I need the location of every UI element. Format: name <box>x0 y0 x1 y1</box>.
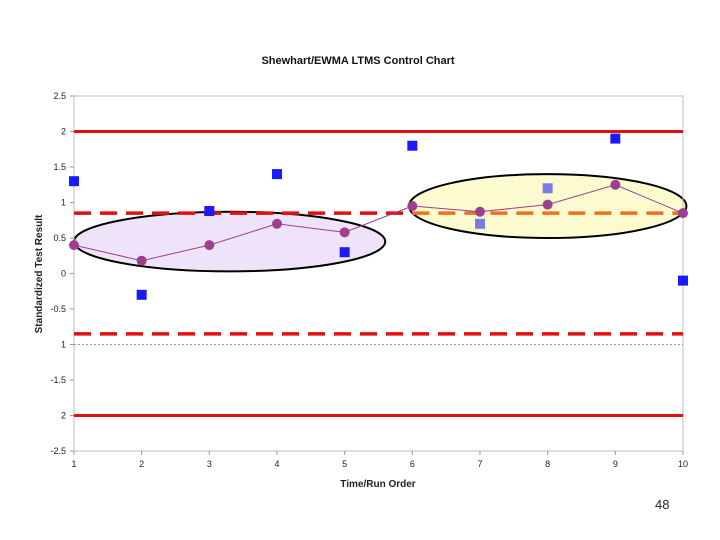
result-point-6 <box>407 140 418 151</box>
result-point-4 <box>272 169 282 180</box>
ewma-point-4 <box>272 218 282 229</box>
x-tick-label: 10 <box>678 459 688 469</box>
y-tick-label: 0 <box>61 269 66 279</box>
x-axis-title: Time/Run Order <box>340 479 415 490</box>
x-tick-label: 6 <box>410 459 415 469</box>
ewma-point-7 <box>475 206 485 217</box>
x-tick-label: 8 <box>545 459 550 469</box>
result-point-8 <box>542 183 553 194</box>
result-point-5 <box>339 247 350 258</box>
page-number: 48 <box>655 497 670 512</box>
series-layer <box>69 133 688 300</box>
plot-area <box>73 95 684 452</box>
y-tick-label: 1 <box>61 198 66 208</box>
ewma-point-5 <box>339 227 350 238</box>
ewma-point-8 <box>542 199 553 210</box>
y-tick-label: 1.5 <box>53 162 66 172</box>
x-tick-label: 3 <box>207 459 212 469</box>
y-tick-label: -1.5 <box>50 375 66 385</box>
y-axis-ticks: 2.5 2 1.5 1 0.5 0 -0.5 1 -1.5 2 -2.5 <box>50 91 74 456</box>
y-tick-label: 2 <box>61 127 66 137</box>
result-point-7 <box>475 218 485 229</box>
ewma-point-3 <box>204 240 215 251</box>
result-point-10 <box>678 275 688 286</box>
y-tick-label: 2 <box>61 411 66 421</box>
ewma-point-1 <box>69 240 79 251</box>
x-tick-label: 4 <box>274 459 279 469</box>
result-point-9 <box>610 133 621 144</box>
ewma-point-9 <box>610 179 621 190</box>
y-tick-label: 1 <box>61 340 66 350</box>
result-point-3 <box>204 206 215 217</box>
y-tick-label: -2.5 <box>50 446 66 456</box>
y-tick-label: -0.5 <box>50 304 66 314</box>
y-tick-label: 0.5 <box>53 233 66 243</box>
result-point-1 <box>69 176 79 187</box>
ewma-line <box>73 184 684 262</box>
ewma-point-2 <box>136 255 147 266</box>
x-axis-ticks: 1 2 3 4 5 6 7 8 9 10 <box>71 451 688 469</box>
x-tick-label: 9 <box>613 459 618 469</box>
highlight-layer <box>73 173 688 273</box>
reference-lines-layer <box>74 130 683 417</box>
x-tick-label: 5 <box>342 459 347 469</box>
x-tick-label: 1 <box>71 459 76 469</box>
result-point-2 <box>136 289 147 300</box>
ewma-point-6 <box>407 201 418 212</box>
y-tick-label: 2.5 <box>53 91 66 101</box>
y-axis-title: Standardized Test Result <box>34 214 45 333</box>
x-tick-label: 7 <box>477 459 482 469</box>
ewma-point-10 <box>678 208 688 219</box>
x-tick-label: 2 <box>139 459 144 469</box>
highlight-ellipse-1 <box>73 210 387 273</box>
chart-title: Shewhart/EWMA LTMS Control Chart <box>261 55 454 67</box>
